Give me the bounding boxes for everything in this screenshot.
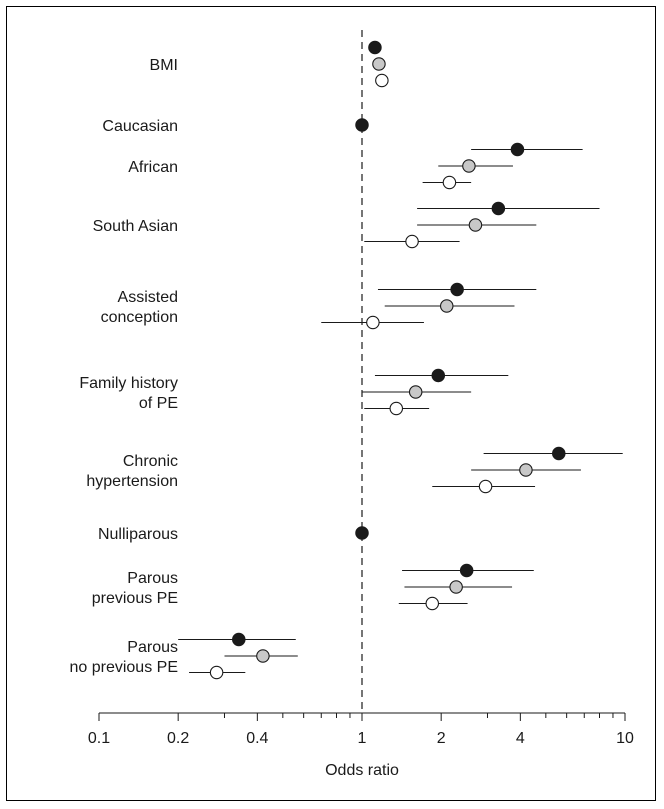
odds-ratio-point [462,159,476,173]
row-label: Parous [127,639,178,656]
odds-ratio-point [209,665,224,680]
row-label: previous PE [92,590,178,607]
x-axis-title: Odds ratio [325,762,399,779]
odds-ratio-point [368,40,382,55]
odds-ratio-point [450,282,464,297]
row-label: Nulliparous [98,526,178,543]
row-label: Chronic [123,453,178,470]
x-tick-label: 1 [358,730,367,747]
x-tick-label: 2 [437,730,446,747]
odds-ratio-point [449,580,463,594]
x-axis-ticks: 0.1 0.2 0.4 1 2 4 10 [88,713,634,747]
row-label: hypertension [86,473,178,490]
row-label: Parous [127,570,178,587]
row-label: African [128,159,178,176]
odds-ratio-point [389,401,404,416]
odds-ratio-point [442,175,457,190]
x-axis: 0.1 0.2 0.4 1 2 4 10 Odds ratio [88,712,634,779]
odds-ratio-point [459,563,474,578]
odds-ratio-point [431,368,446,383]
x-tick-label: 4 [516,730,525,747]
odds-ratio-point [232,632,246,647]
row-label: Family history [79,375,178,392]
row-label: BMI [150,57,178,74]
odds-ratio-point [256,649,270,663]
x-tick-label: 0.1 [88,730,110,747]
odds-ratio-point [439,299,454,313]
x-tick-label: 10 [616,730,634,747]
odds-ratio-point [405,234,419,249]
odds-ratio-point [425,596,440,611]
odds-ratio-point [519,463,533,477]
odds-ratio-point [366,315,380,330]
odds-ratio-point [510,142,525,157]
row-label: conception [101,309,178,326]
odds-ratio-point [491,201,506,216]
row-label: South Asian [93,218,178,235]
row-labels: BMI Caucasian African South Asian Assisted co… [69,57,178,676]
estimate-marks [178,40,623,680]
row-label: Assisted [118,289,178,306]
x-tick-label: 0.4 [246,730,268,747]
odds-ratio-point [355,118,369,132]
row-label: Caucasian [102,118,178,135]
row-label: no previous PE [69,659,178,676]
odds-ratio-point [408,385,423,399]
x-tick-label: 0.2 [167,730,189,747]
odds-ratio-point [355,526,369,540]
odds-ratio-point [552,446,566,461]
chart-frame [6,6,656,801]
row-label: of PE [139,395,178,412]
odds-ratio-point [478,479,493,494]
odds-ratio-point [372,57,386,71]
odds-ratio-point [375,73,389,88]
odds-ratio-point [468,218,483,232]
